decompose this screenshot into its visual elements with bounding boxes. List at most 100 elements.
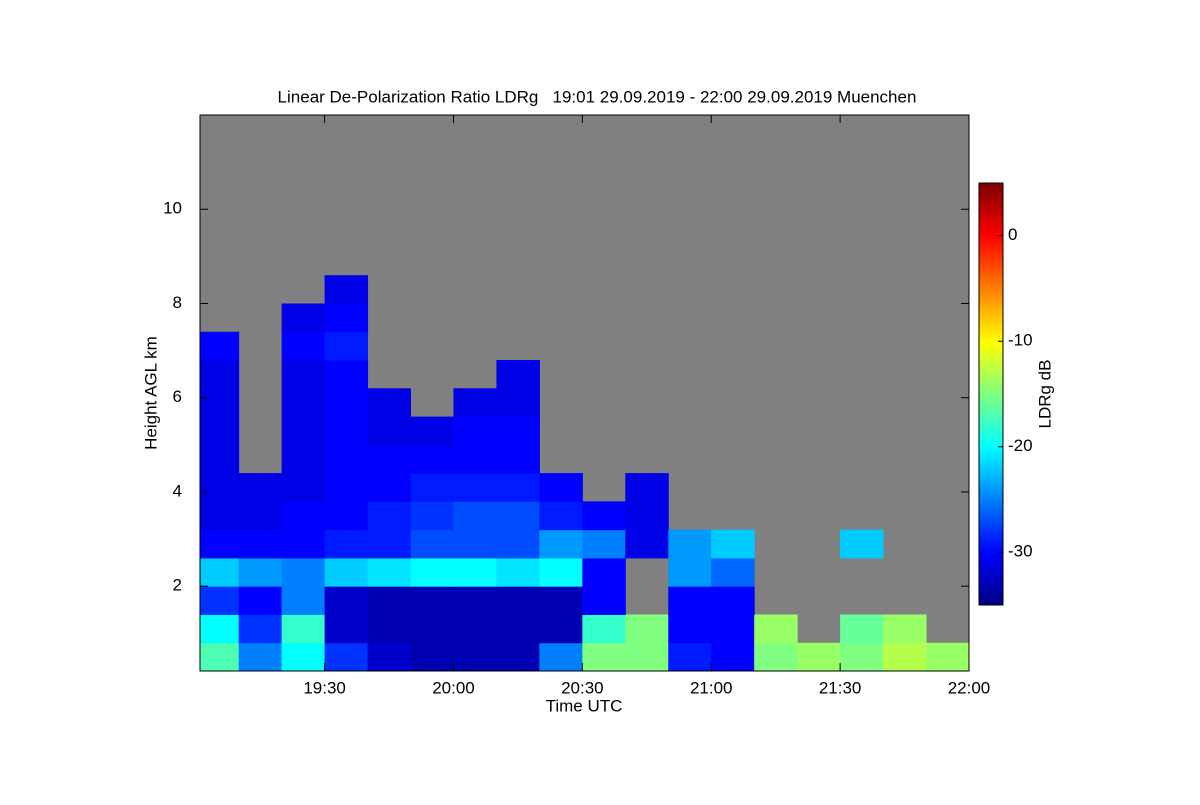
heatmap-cell [582, 529, 626, 559]
heatmap-cell [200, 444, 240, 474]
heatmap-cell [367, 557, 412, 587]
heatmap-cell [797, 642, 841, 672]
colorbar-segment [979, 369, 1003, 374]
colorbar-segment [979, 485, 1003, 490]
colorbar-segment [979, 274, 1003, 279]
colorbar-segment [979, 344, 1003, 349]
heatmap-cell [238, 529, 283, 559]
x-tick-label: 20:00 [432, 678, 475, 697]
colorbar-segment [979, 211, 1003, 216]
colorbar-segment [979, 601, 1003, 606]
colorbar-segment [979, 495, 1003, 500]
heatmap-cell [281, 388, 326, 418]
colorbar-segment [979, 443, 1003, 448]
heatmap-cell [496, 529, 540, 559]
y-axis-label: Height AGL km [141, 336, 160, 450]
heatmap-cell [367, 388, 412, 418]
heatmap-cell [668, 614, 712, 644]
heatmap-cell [200, 557, 240, 587]
colorbar-segment [979, 467, 1003, 472]
heatmap-cell [883, 614, 927, 644]
colorbar-segment [979, 228, 1003, 233]
heatmap-cell [668, 642, 712, 672]
colorbar-segment [979, 450, 1003, 455]
heatmap-cell [200, 501, 240, 531]
colorbar-segment [979, 348, 1003, 353]
y-tick-label: 2 [173, 576, 182, 595]
colorbar-segment [979, 503, 1003, 508]
heatmap-cell [200, 614, 240, 644]
colorbar-segment [979, 411, 1003, 416]
heatmap-cell [539, 501, 583, 531]
colorbar-segment [979, 569, 1003, 574]
heatmap-cell [711, 586, 755, 615]
heatmap-cell [539, 473, 583, 502]
heatmap-cell [200, 416, 240, 446]
plot-frame [199, 114, 970, 672]
heatmap-cell [539, 529, 583, 559]
heatmap-cell [324, 614, 369, 644]
heatmap-cell [539, 642, 583, 672]
heatmap-cell [496, 360, 540, 389]
colorbar-segment [979, 481, 1003, 486]
colorbar-segment [979, 376, 1003, 381]
heatmap-cell [324, 444, 369, 474]
heatmap-cell [324, 416, 369, 446]
colorbar-segment [979, 327, 1003, 332]
colorbar-segment [979, 341, 1003, 346]
colorbar-segment [979, 597, 1003, 602]
colorbar-segment [979, 256, 1003, 261]
heatmap-cell [200, 642, 240, 672]
chart-title: Linear De-Polarization Ratio LDRg 19:01 … [278, 87, 917, 106]
heatmap-cell [582, 586, 626, 615]
heatmap-cell [711, 557, 755, 587]
colorbar-segment [979, 573, 1003, 578]
colorbar-segment [979, 320, 1003, 325]
heatmap-cell [281, 331, 326, 361]
heatmap-cell [281, 586, 326, 615]
heatmap-cell [324, 360, 369, 389]
heatmap-cell [453, 473, 497, 502]
heatmap-cell [496, 444, 540, 474]
colorbar-segment [979, 242, 1003, 247]
colorbar-segment [979, 355, 1003, 360]
heatmap-cell [410, 473, 454, 502]
colorbar-segment [979, 235, 1003, 240]
heatmap-cell [281, 416, 326, 446]
y-tick-label: 8 [173, 293, 182, 312]
colorbar-segment [979, 337, 1003, 342]
colorbar-segment [979, 379, 1003, 384]
colorbar-segment [979, 520, 1003, 525]
x-axis-label: Time UTC [546, 696, 623, 715]
x-tick-label: 20:30 [561, 678, 604, 697]
heatmap-cell [324, 473, 369, 502]
colorbar-segment [979, 587, 1003, 592]
heatmap-cell [496, 614, 540, 644]
colorbar-segment [979, 239, 1003, 244]
heatmap-cell [281, 557, 326, 587]
colorbar-tick-label: -30 [1008, 542, 1033, 561]
colorbar-segment [979, 425, 1003, 430]
heatmap-cell [840, 529, 884, 559]
colorbar-tick-label: -10 [1008, 331, 1033, 350]
colorbar-segment [979, 204, 1003, 209]
heatmap-cell [324, 275, 369, 304]
colorbar-segment [979, 394, 1003, 399]
colorbar-segment [979, 506, 1003, 511]
colorbar-segment [979, 474, 1003, 479]
heatmap-cell [367, 416, 412, 446]
heatmap-cell [367, 586, 412, 615]
heatmap-cell [367, 473, 412, 502]
heatmap-cell [410, 642, 454, 672]
heatmap-cell [410, 501, 454, 531]
colorbar-segment [979, 429, 1003, 434]
colorbar-segment [979, 284, 1003, 289]
heatmap-cell [496, 501, 540, 531]
heatmap-cell [367, 501, 412, 531]
heatmap-cell [625, 501, 669, 531]
colorbar-segment [979, 214, 1003, 219]
colorbar-segment [979, 183, 1003, 188]
heatmap-cell [238, 642, 283, 672]
heatmap-cell [453, 614, 497, 644]
heatmap-cell [281, 529, 326, 559]
